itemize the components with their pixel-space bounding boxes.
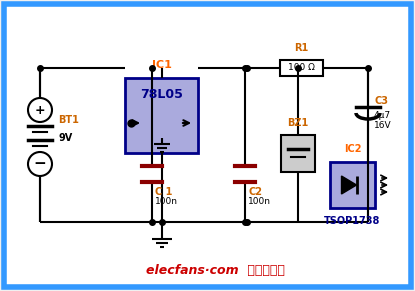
Text: C 1: C 1 — [155, 187, 172, 197]
Text: C3: C3 — [374, 96, 388, 106]
Polygon shape — [342, 176, 356, 194]
Text: 100 Ω: 100 Ω — [288, 63, 315, 72]
Text: +: + — [35, 104, 45, 116]
FancyBboxPatch shape — [125, 78, 198, 153]
Text: elecfans·com  电子发烧友: elecfans·com 电子发烧友 — [146, 263, 284, 276]
Text: BZ1: BZ1 — [287, 118, 309, 128]
Text: 100n: 100n — [155, 198, 178, 207]
Text: IC2: IC2 — [344, 144, 361, 154]
Text: 100n: 100n — [248, 198, 271, 207]
Text: IC1: IC1 — [151, 60, 171, 70]
FancyBboxPatch shape — [330, 162, 375, 208]
FancyBboxPatch shape — [281, 135, 315, 172]
Text: −: − — [34, 157, 46, 171]
Text: 9V: 9V — [58, 133, 72, 143]
Text: 4μ7: 4μ7 — [374, 111, 391, 120]
Text: C2: C2 — [248, 187, 262, 197]
Text: 78L05: 78L05 — [140, 88, 183, 100]
FancyBboxPatch shape — [4, 4, 411, 287]
Text: R1: R1 — [294, 43, 309, 53]
Text: TSOP1738: TSOP1738 — [324, 216, 381, 226]
Text: 16V: 16V — [374, 120, 392, 129]
FancyBboxPatch shape — [280, 60, 323, 76]
Text: BT1: BT1 — [58, 115, 79, 125]
